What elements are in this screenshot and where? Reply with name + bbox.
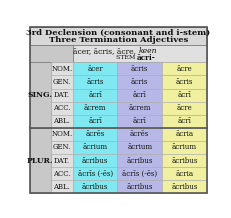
Text: ācris: ācris xyxy=(131,65,148,73)
Text: Three Termination Adjectives: Three Termination Adjectives xyxy=(49,36,188,44)
Bar xyxy=(51,167,73,180)
Text: ācribus: ācribus xyxy=(127,157,153,165)
Text: NOM.: NOM. xyxy=(51,130,73,138)
Text: ācria: ācria xyxy=(176,170,194,178)
Bar xyxy=(73,102,117,115)
Text: ācria: ācria xyxy=(176,130,194,138)
Text: ācribus: ācribus xyxy=(82,157,108,165)
Bar xyxy=(73,128,117,141)
Text: ācris: ācris xyxy=(176,78,193,86)
Text: ācrī: ācrī xyxy=(88,91,102,99)
Text: ācris: ācris xyxy=(86,78,104,86)
Text: ācrēs: ācrēs xyxy=(130,130,149,138)
Bar xyxy=(162,128,207,141)
Bar xyxy=(51,128,73,141)
Bar xyxy=(73,141,117,154)
Text: ācrem: ācrem xyxy=(128,104,151,112)
Bar xyxy=(162,141,207,154)
Text: DAT.: DAT. xyxy=(54,157,70,165)
Text: SING.: SING. xyxy=(28,91,53,99)
Bar xyxy=(117,167,162,180)
Bar xyxy=(162,75,207,89)
Text: ācrī: ācrī xyxy=(178,117,191,125)
Text: ācrī: ācrī xyxy=(88,117,102,125)
Bar xyxy=(117,62,162,75)
Text: ācrī: ācrī xyxy=(133,117,147,125)
Text: ācre: ācre xyxy=(177,104,192,112)
Text: ACC.: ACC. xyxy=(53,170,70,178)
Text: ācris: ācris xyxy=(131,78,148,86)
Text: ācrium: ācrium xyxy=(82,143,108,152)
Bar xyxy=(51,154,73,167)
Bar xyxy=(117,141,162,154)
Bar xyxy=(51,89,73,102)
Text: GEN.: GEN. xyxy=(53,143,71,152)
Bar xyxy=(117,75,162,89)
Bar xyxy=(162,89,207,102)
Text: ācrīs (-ēs): ācrīs (-ēs) xyxy=(122,170,157,178)
Text: ācer, ācris, ācre,: ācer, ācris, ācre, xyxy=(73,47,139,55)
Text: keen: keen xyxy=(139,47,157,55)
Bar xyxy=(117,102,162,115)
Bar xyxy=(162,180,207,193)
Text: ācrēs: ācrēs xyxy=(85,130,105,138)
Text: ācre: ācre xyxy=(177,65,192,73)
Bar xyxy=(51,62,73,75)
Text: ācrī: ācrī xyxy=(133,91,147,99)
Text: PLUR.: PLUR. xyxy=(27,157,53,165)
Bar xyxy=(117,180,162,193)
Text: ācrī: ācrī xyxy=(178,91,191,99)
Bar xyxy=(117,154,162,167)
Text: ācer: ācer xyxy=(87,65,103,73)
Text: ācri-: ācri- xyxy=(137,54,156,62)
Text: ācribus: ācribus xyxy=(171,183,198,191)
Bar xyxy=(30,45,73,62)
Text: ācrium: ācrium xyxy=(172,143,197,152)
Bar xyxy=(117,128,162,141)
Bar xyxy=(51,180,73,193)
Text: ABL.: ABL. xyxy=(53,117,70,125)
Text: ācribus: ācribus xyxy=(171,157,198,165)
Bar xyxy=(73,115,117,128)
Text: NOM.: NOM. xyxy=(51,65,73,73)
Bar xyxy=(73,75,117,89)
Bar xyxy=(162,154,207,167)
Text: ācribus: ācribus xyxy=(127,183,153,191)
Text: ACC.: ACC. xyxy=(53,104,70,112)
Bar xyxy=(162,62,207,75)
Text: GEN.: GEN. xyxy=(53,78,71,86)
Bar xyxy=(30,128,51,193)
Bar xyxy=(51,102,73,115)
Text: DAT.: DAT. xyxy=(54,91,70,99)
Text: ācrem: ācrem xyxy=(84,104,106,112)
Bar xyxy=(30,62,51,128)
Bar xyxy=(73,167,117,180)
Bar xyxy=(117,89,162,102)
Bar xyxy=(51,75,73,89)
Bar xyxy=(162,115,207,128)
Text: ABL.: ABL. xyxy=(53,183,70,191)
Text: STEM: STEM xyxy=(116,55,137,60)
Bar xyxy=(162,102,207,115)
Bar xyxy=(117,115,162,128)
Bar xyxy=(73,62,117,75)
Bar xyxy=(73,180,117,193)
Bar xyxy=(162,167,207,180)
Text: ācribus: ācribus xyxy=(82,183,108,191)
Bar xyxy=(73,45,207,62)
Bar xyxy=(73,154,117,167)
Text: ācrium: ācrium xyxy=(127,143,152,152)
Bar xyxy=(73,89,117,102)
Bar xyxy=(30,27,207,45)
Bar xyxy=(51,115,73,128)
Text: ācrīs (-ēs): ācrīs (-ēs) xyxy=(78,170,113,178)
Bar xyxy=(51,141,73,154)
Text: 3rd Declension (consonant and i-stem): 3rd Declension (consonant and i-stem) xyxy=(26,29,210,36)
